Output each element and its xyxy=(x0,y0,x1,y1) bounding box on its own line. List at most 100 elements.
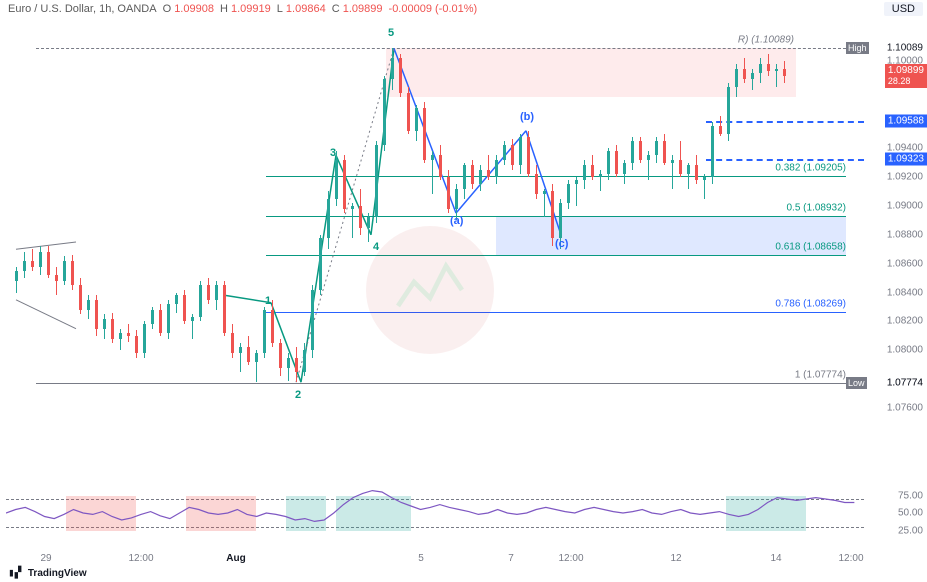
candle-body xyxy=(87,300,90,310)
x-tick: 12:00 xyxy=(128,553,153,564)
candle-body xyxy=(719,126,722,133)
candle-body xyxy=(535,174,538,194)
high-val: 1.10089 xyxy=(887,43,923,54)
currency-tag: USD xyxy=(884,2,923,16)
x-tick: 12:00 xyxy=(838,553,863,564)
candle-body xyxy=(759,64,762,73)
high-line xyxy=(36,48,846,49)
candle-body xyxy=(63,261,66,281)
ohlc-c: 1.09899 xyxy=(343,3,383,15)
candle-body xyxy=(47,252,50,275)
ind-y-tick: 50.00 xyxy=(898,508,923,519)
fib-line xyxy=(266,176,846,177)
candle-body xyxy=(479,170,482,184)
fib-line xyxy=(36,383,846,384)
ind-y-tick: 75.00 xyxy=(898,490,923,501)
x-tick: Aug xyxy=(226,553,245,564)
candle-body xyxy=(263,310,266,353)
candle-body xyxy=(103,319,106,329)
candle-body xyxy=(119,333,122,339)
candle-body xyxy=(743,69,746,79)
candle-body xyxy=(287,358,290,368)
candle-body xyxy=(583,165,586,179)
price-y-axis: 1.076001.077741.080001.082001.084001.086… xyxy=(871,18,927,466)
candle-body xyxy=(447,177,450,209)
candle-wick xyxy=(56,267,57,296)
wave-label: 5 xyxy=(388,27,394,39)
candle-body xyxy=(351,206,354,209)
tv-icon: ▮▞ xyxy=(8,566,28,579)
candle-body xyxy=(767,64,770,71)
candle-body xyxy=(751,73,754,79)
candle-body xyxy=(279,343,282,368)
candle-body xyxy=(551,191,554,237)
candle-body xyxy=(79,285,82,310)
candle-body xyxy=(591,165,594,177)
wave-label: (b) xyxy=(520,111,534,123)
ohlc-l-lbl: L xyxy=(277,3,283,15)
candle-body xyxy=(271,310,274,343)
candle-body xyxy=(127,333,130,336)
candle-body xyxy=(183,295,186,321)
low-tag: Low xyxy=(846,377,867,389)
x-tick: 5 xyxy=(418,553,424,564)
candle-body xyxy=(503,145,506,159)
candle-body xyxy=(111,319,114,339)
candle-body xyxy=(711,126,714,177)
fib-label: 0.382 (1.09205) xyxy=(775,163,846,174)
level-tag: 1.09323 xyxy=(885,153,927,166)
candle-body xyxy=(543,191,546,194)
candle-body xyxy=(607,151,610,174)
wave-label: 3 xyxy=(330,147,336,159)
candle-body xyxy=(383,79,386,145)
wave-label: (c) xyxy=(555,238,568,250)
fib-label: 0.786 (1.08269) xyxy=(775,298,846,309)
candle-body xyxy=(423,108,426,160)
price-chart[interactable]: 0.382 (1.09205)0.5 (1.08932)0.618 (1.086… xyxy=(6,18,864,466)
candle-body xyxy=(455,189,458,209)
x-tick: 29 xyxy=(40,553,51,564)
candle-body xyxy=(359,206,362,228)
candle-body xyxy=(439,155,442,177)
candle-body xyxy=(343,160,346,209)
candle-body xyxy=(239,347,242,353)
candle-wick xyxy=(600,170,601,192)
wave-label: (a) xyxy=(450,215,463,227)
candle-body xyxy=(151,310,154,324)
candle-body xyxy=(495,160,498,177)
candle-body xyxy=(407,93,410,131)
y-tick: 1.09200 xyxy=(887,171,923,182)
candle-body xyxy=(599,174,602,177)
candle-body xyxy=(631,141,634,163)
candle-body xyxy=(727,87,730,133)
price-tag: 1.0989928.28 xyxy=(885,64,927,88)
candle-body xyxy=(319,238,322,290)
fib-label: 1 (1.07774) xyxy=(795,370,846,381)
candle-body xyxy=(487,170,490,177)
candle-body xyxy=(223,285,226,333)
candle-body xyxy=(415,108,418,131)
candle-body xyxy=(295,358,298,372)
candle-body xyxy=(71,261,74,286)
candle-body xyxy=(623,163,626,175)
ohlc-c-lbl: C xyxy=(332,3,340,15)
candle-body xyxy=(575,180,578,184)
tradingview-logo: ▮▞ TradingView xyxy=(8,566,87,579)
candle-body xyxy=(23,261,26,271)
candle-body xyxy=(567,184,570,203)
candle-body xyxy=(639,141,642,160)
ohlc-h: 1.09919 xyxy=(231,3,271,15)
r-label: R) (1.10089) xyxy=(738,35,794,46)
y-tick: 1.08000 xyxy=(887,345,923,356)
candle-body xyxy=(31,261,34,267)
candle-body xyxy=(375,145,378,217)
low-val: 1.07774 xyxy=(887,378,923,389)
indicator-chart[interactable] xyxy=(6,478,864,548)
candle-body xyxy=(431,155,434,159)
candle-body xyxy=(519,137,522,166)
candle-body xyxy=(695,165,698,179)
candle-body xyxy=(703,177,706,180)
ohlc-h-lbl: H xyxy=(220,3,228,15)
time-x-axis: 2912:00Aug5712:00121412:00 xyxy=(6,553,864,569)
level-tag: 1.09588 xyxy=(885,114,927,127)
